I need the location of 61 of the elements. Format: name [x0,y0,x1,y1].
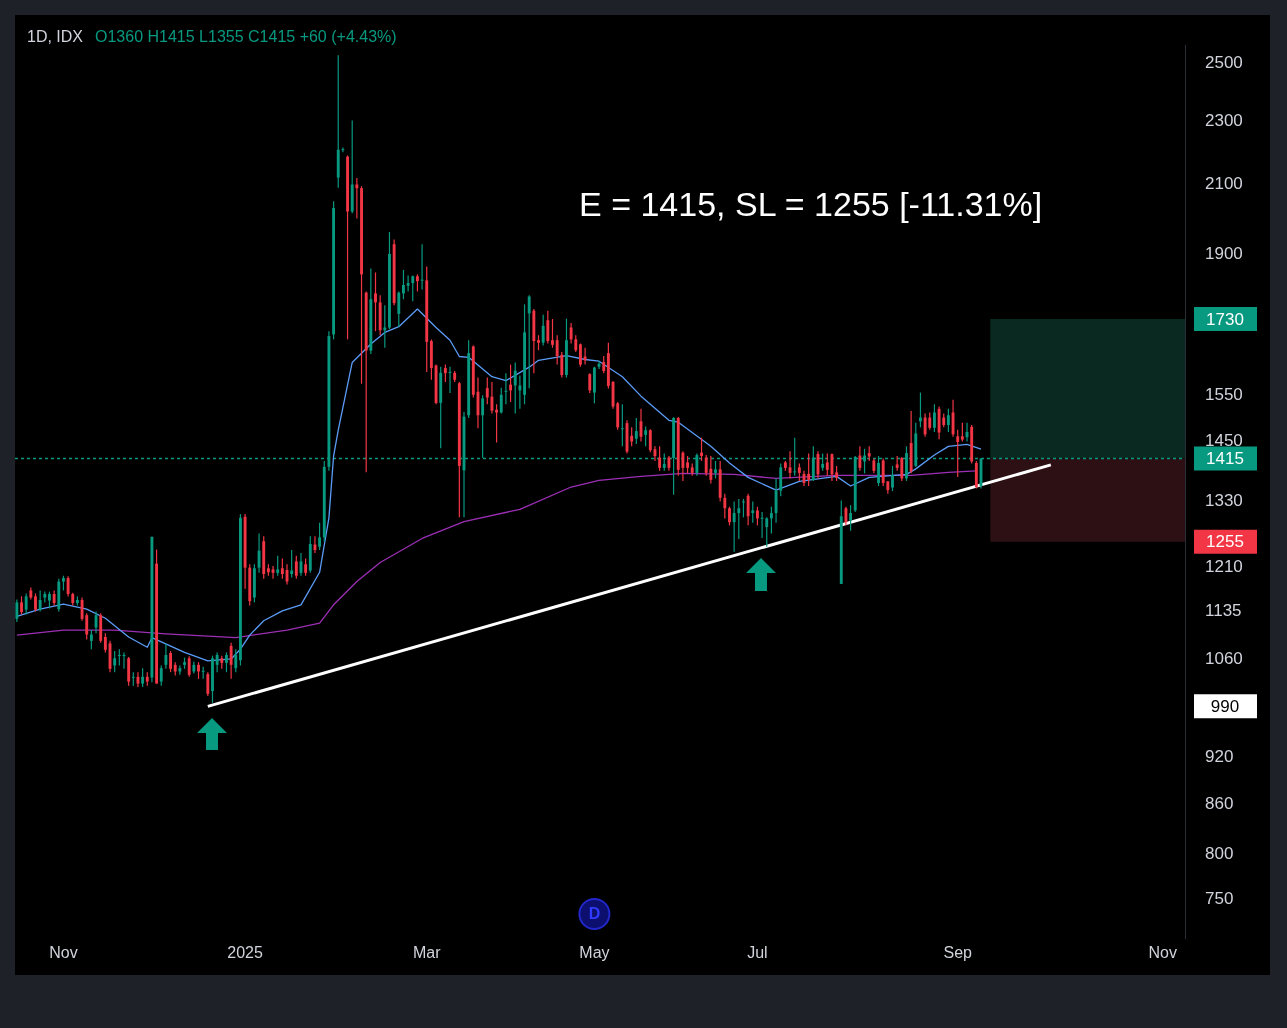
x-tick-label: Sep [943,944,973,962]
text: 990 [1210,697,1240,717]
candlestick [183,657,186,669]
y-tick-label: 800 [1205,843,1234,863]
y-tick-label: 1550 [1205,384,1243,404]
y-tick-label: 1060 [1205,648,1243,668]
y-tick-label: 2100 [1205,174,1243,194]
x-tick-label: 2025 [227,944,263,962]
candlestick [34,593,37,612]
candlestick [257,533,261,573]
y-tick-label: 2300 [1205,111,1243,131]
candlestick [760,512,764,538]
candlestick [164,643,168,669]
candlestick [62,575,65,591]
x-tick-label: Nov [1148,944,1177,962]
candlestick [728,506,731,526]
candlestick [197,662,200,679]
candlestick [211,655,214,703]
x-tick-label: Jul [747,944,768,962]
x-tick-label: Nov [49,944,78,962]
candlestick [597,361,601,369]
candlestick [742,498,745,518]
ref-line-label: 1415 [1206,449,1244,469]
x-tick-label: Mar [412,944,442,962]
candlestick [755,506,759,526]
candlestick [402,269,405,300]
band-label: 1255 [1206,532,1244,552]
candlestick [686,456,690,474]
candlestick [374,272,377,332]
y-tick-label: 2500 [1205,53,1243,73]
band-label: 1730 [1206,309,1244,329]
candlestick [578,343,582,367]
y-tick-label: 920 [1205,746,1234,766]
y-tick-label: 750 [1205,888,1234,908]
candlestick [551,319,554,348]
x-tick-label: May [579,944,610,962]
y-tick-label: 1900 [1205,243,1243,263]
candlestick [565,318,568,378]
chart-subtitle: O1360 H1415 L1355 C1415 +60 (+4.43%) [95,28,397,46]
candlestick [714,460,717,479]
chart-title: 1D, IDX [27,28,84,46]
annotation: D [588,905,601,923]
candlestick [388,232,391,330]
candlestick [504,373,508,405]
candlestick [225,652,228,673]
candlestick [169,651,173,673]
candlestick [20,596,23,615]
candlestick [420,244,424,290]
y-tick-label: 1330 [1205,491,1243,511]
candlestick [48,591,51,609]
candlestick [360,186,363,384]
y-tick-label: 1210 [1205,556,1243,576]
y-tick-label: 1450 [1205,431,1243,451]
candlestick [346,155,349,340]
candlestick [891,465,894,492]
y-tick-label: 860 [1205,793,1234,813]
candlestick [537,335,540,351]
candlestick [523,304,526,405]
candlestick [700,437,703,461]
y-tick-label: 1135 [1205,601,1242,621]
annotation: E = 1415, SL = 1255 [-11.31%] [579,185,1043,224]
